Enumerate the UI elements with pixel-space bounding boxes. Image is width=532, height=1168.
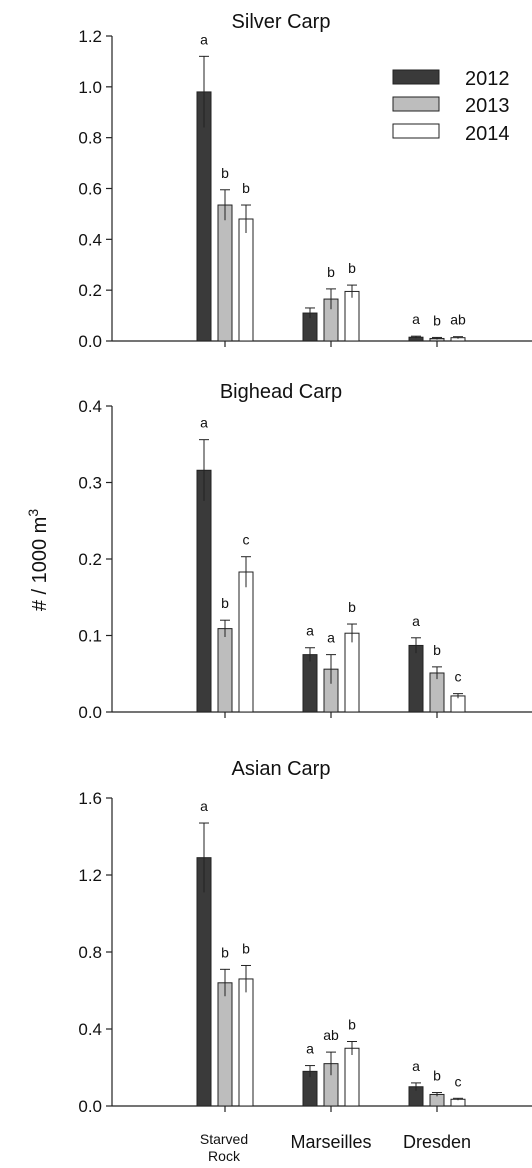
y-axis-label-text: # / 1000 m xyxy=(29,517,51,612)
significance-label-asian-carp-dresden-2012: a xyxy=(412,1058,420,1074)
significance-label-silver-carp-dresden-2013: b xyxy=(433,312,441,328)
bar-silver-carp-starved-rock-2012 xyxy=(196,91,212,342)
y-tick-label-silver-carp: 0.6 xyxy=(78,180,102,199)
significance-label-asian-carp-marseilles-2014: b xyxy=(348,1017,356,1033)
y-tick-label-bighead-carp: 0.3 xyxy=(78,474,102,493)
bar-bighead-carp-dresden-2014 xyxy=(450,695,466,713)
y-tick-label-bighead-carp: 0.0 xyxy=(78,703,102,722)
significance-label-silver-carp-starved-rock-2014: b xyxy=(242,180,250,196)
bar-silver-carp-starved-rock-2014 xyxy=(238,218,254,342)
bar-bighead-carp-marseilles-2014 xyxy=(344,632,360,713)
significance-label-bighead-carp-marseilles-2014: b xyxy=(348,599,356,615)
significance-label-bighead-carp-starved-rock-2013: b xyxy=(221,595,229,611)
legend-swatch-2012 xyxy=(392,69,440,85)
significance-label-silver-carp-marseilles-2013: b xyxy=(327,264,335,280)
category-label-rock: Rock xyxy=(208,1148,241,1164)
y-tick-label-silver-carp: 1.2 xyxy=(78,27,102,46)
significance-label-silver-carp-starved-rock-2013: b xyxy=(221,165,229,181)
y-tick-label-silver-carp: 0.8 xyxy=(78,129,102,148)
bar-silver-carp-marseilles-2014 xyxy=(344,290,360,342)
category-labels: Starved Rock Marseilles Dresden xyxy=(200,1131,471,1164)
y-tick-label-silver-carp: 1.0 xyxy=(78,78,102,97)
panel-title-bighead-carp: Bighead Carp xyxy=(220,381,342,403)
legend-swatch-2013 xyxy=(392,96,440,112)
category-label-starved: Starved xyxy=(200,1131,248,1147)
significance-label-asian-carp-dresden-2013: b xyxy=(433,1068,441,1084)
significance-label-silver-carp-marseilles-2014: b xyxy=(348,260,356,276)
significance-label-asian-carp-starved-rock-2014: b xyxy=(242,940,250,956)
y-tick-label-silver-carp: 0.2 xyxy=(78,281,102,300)
legend-label-2014: 2014 xyxy=(465,123,510,145)
significance-label-bighead-carp-marseilles-2012: a xyxy=(306,623,314,639)
significance-label-silver-carp-starved-rock-2012: a xyxy=(200,31,208,47)
significance-label-asian-carp-starved-rock-2012: a xyxy=(200,798,208,814)
significance-label-asian-carp-marseilles-2012: a xyxy=(306,1041,314,1057)
significance-label-bighead-carp-dresden-2014: c xyxy=(455,669,462,685)
significance-label-asian-carp-starved-rock-2013: b xyxy=(221,944,229,960)
category-label-marseilles: Marseilles xyxy=(290,1132,371,1152)
category-label-dresden: Dresden xyxy=(403,1132,471,1152)
y-tick-label-asian-carp: 0.8 xyxy=(78,943,102,962)
y-axis-label: # / 1000 m3 xyxy=(25,509,51,612)
bar-bighead-carp-starved-rock-2014 xyxy=(238,571,254,713)
significance-label-asian-carp-marseilles-2013: ab xyxy=(323,1027,339,1043)
y-tick-label-asian-carp: 0.4 xyxy=(78,1020,102,1039)
bar-bighead-carp-starved-rock-2012 xyxy=(196,469,212,713)
legend-swatch-2014 xyxy=(392,123,440,139)
significance-label-bighead-carp-dresden-2013: b xyxy=(433,642,441,658)
significance-label-bighead-carp-dresden-2012: a xyxy=(412,613,420,629)
bar-asian-carp-starved-rock-2012 xyxy=(196,857,212,1107)
significance-label-silver-carp-dresden-2012: a xyxy=(412,311,420,327)
y-tick-label-asian-carp: 0.0 xyxy=(78,1097,102,1116)
legend-label-2013: 2013 xyxy=(465,95,510,117)
y-tick-label-bighead-carp: 0.2 xyxy=(78,550,102,569)
y-tick-label-bighead-carp: 0.1 xyxy=(78,627,102,646)
y-tick-label-silver-carp: 0.4 xyxy=(78,230,102,249)
y-tick-label-asian-carp: 1.2 xyxy=(78,866,102,885)
bar-bighead-carp-starved-rock-2013 xyxy=(217,628,233,713)
y-tick-label-bighead-carp: 0.4 xyxy=(78,397,102,416)
legend: 2012 2013 2014 xyxy=(392,68,510,145)
y-axis-label-superscript: 3 xyxy=(25,509,41,517)
significance-label-asian-carp-dresden-2014: c xyxy=(455,1073,462,1089)
panel-title-silver-carp: Silver Carp xyxy=(232,11,331,33)
bar-bighead-carp-dresden-2012 xyxy=(408,644,424,713)
bar-asian-carp-dresden-2014 xyxy=(450,1098,466,1107)
bar-silver-carp-starved-rock-2013 xyxy=(217,204,233,342)
bar-bighead-carp-marseilles-2012 xyxy=(302,654,318,713)
bar-asian-carp-marseilles-2014 xyxy=(344,1047,360,1107)
y-tick-label-asian-carp: 1.6 xyxy=(78,789,102,808)
panel-title-asian-carp: Asian Carp xyxy=(232,758,331,780)
legend-label-2012: 2012 xyxy=(465,68,510,90)
significance-label-bighead-carp-starved-rock-2012: a xyxy=(200,415,208,431)
bar-asian-carp-starved-rock-2013 xyxy=(217,982,233,1107)
significance-label-bighead-carp-starved-rock-2014: c xyxy=(243,532,250,548)
y-tick-label-silver-carp: 0.0 xyxy=(78,332,102,351)
significance-label-silver-carp-dresden-2014: ab xyxy=(450,312,466,328)
bar-asian-carp-starved-rock-2014 xyxy=(238,978,254,1107)
significance-label-bighead-carp-marseilles-2013: a xyxy=(327,630,335,646)
